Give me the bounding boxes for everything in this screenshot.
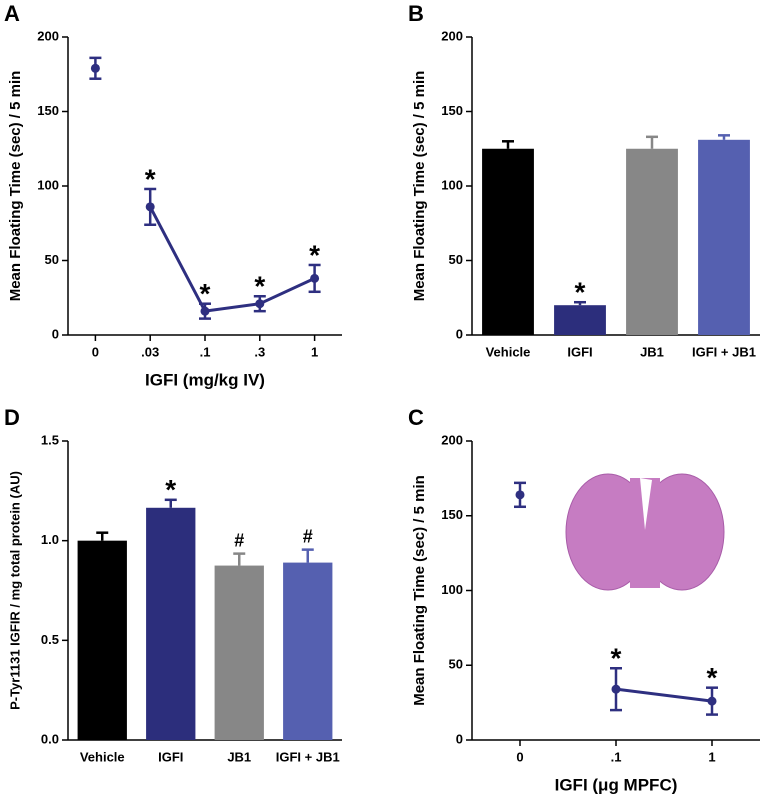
point [515,490,525,500]
bar [698,139,750,335]
x-tick-label: 0 [516,749,523,764]
x-tick-label: 0 [92,344,99,359]
y-tick-label: 150 [37,103,59,118]
annotation: * [309,239,320,270]
annotation: # [303,526,313,546]
y-tick-label: 1.5 [41,432,59,447]
point [255,299,265,309]
x-tick-label: .1 [611,749,622,764]
brain-section [565,473,725,591]
y-tick-label: 200 [441,432,463,447]
annotation: * [200,278,211,309]
x-tick-label: JB1 [640,344,664,359]
x-tick-label: .1 [200,344,211,359]
x-tick-label: 1 [311,344,318,359]
bar [554,305,606,335]
x-tick-label: IGFI [158,749,183,764]
point [310,273,320,283]
x-tick-label: Vehicle [80,749,125,764]
line [615,687,713,703]
line [148,206,316,313]
x-tick-label: IGFI [567,344,592,359]
panel-label: B [408,1,424,26]
annotation: * [165,474,176,505]
point [707,696,717,706]
point [90,63,100,73]
annotation: # [234,530,244,550]
x-tick-label: .03 [141,344,159,359]
y-tick-label: 150 [441,507,463,522]
y-tick-label: 100 [441,582,463,597]
y-tick-label: 0.0 [41,731,59,746]
y-tick-label: 50 [449,657,463,672]
annotation: * [254,271,265,302]
bar [482,148,534,335]
panel-label: A [4,1,20,26]
y-tick-label: 200 [37,28,59,43]
bar [626,148,678,335]
y-tick-label: 50 [449,252,463,267]
y-axis-label: P-Tyr1131 IGFIR / mg total protein (AU) [7,471,22,710]
x-tick-label: IGFI + JB1 [692,344,756,359]
x-tick-label: IGFI + JB1 [276,749,340,764]
y-tick-label: 0.5 [41,632,59,647]
annotation: * [707,662,718,693]
x-tick-label: 1 [708,749,715,764]
y-axis-label: Mean Floating Time (sec) / 5 min [7,71,24,302]
bar [77,540,127,740]
bar [146,507,196,740]
y-tick-label: 100 [441,177,463,192]
bar [214,565,264,740]
annotation: * [611,643,622,674]
y-tick-label: 50 [45,252,59,267]
y-axis-label: Mean Floating Time (sec) / 5 min [411,71,428,302]
y-tick-label: 0 [456,326,463,341]
x-tick-label: JB1 [227,749,251,764]
point [145,202,155,212]
x-tick-label: Vehicle [486,344,531,359]
annotation: * [575,277,586,308]
x-axis-label: IGFI (μg MPFC) [555,775,678,794]
y-tick-label: 0 [52,326,59,341]
y-tick-label: 1.0 [41,532,59,547]
y-tick-label: 150 [441,103,463,118]
brain-midline [640,478,652,530]
bar [283,562,333,740]
point [611,684,621,694]
x-axis-label: IGFI (mg/kg IV) [145,370,265,389]
y-tick-label: 100 [37,177,59,192]
panel-label: C [408,405,424,430]
x-tick-label: .3 [254,344,265,359]
y-tick-label: 0 [456,731,463,746]
point [200,306,210,316]
annotation: * [145,163,156,194]
y-tick-label: 200 [441,28,463,43]
y-axis-label: Mean Floating Time (sec) / 5 min [411,475,428,706]
panel-label: D [4,405,20,430]
